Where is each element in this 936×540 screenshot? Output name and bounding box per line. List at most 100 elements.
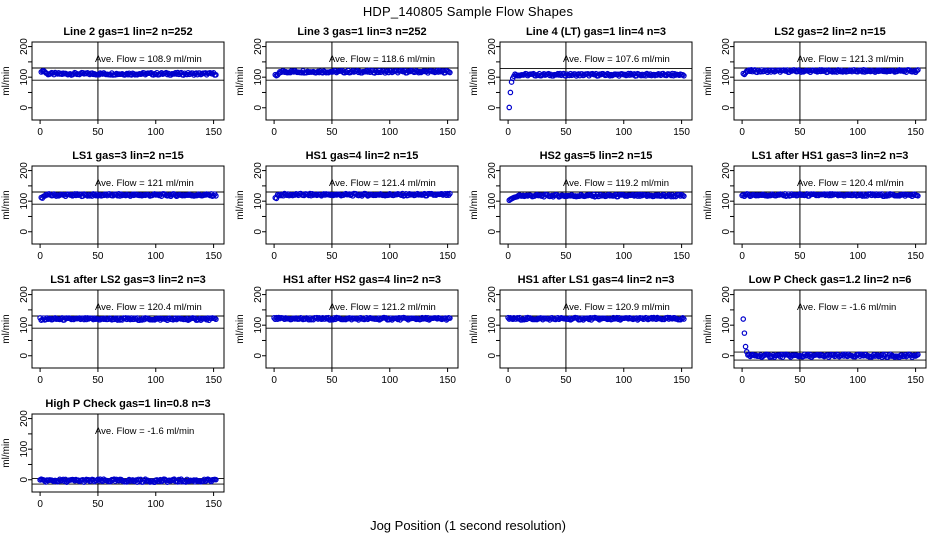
ave-flow-annotation: Ave. Flow = 108.9 ml/min [95,54,202,65]
y-tick-label: 0 [721,229,732,235]
ave-flow-annotation: Ave. Flow = 119.2 ml/min [563,178,669,189]
ave-flow-annotation: Ave. Flow = 120.4 ml/min [95,302,202,313]
subplot-6: HS1 gas=4 lin=2 n=15 0 50 100 150 0 100 200 ml/m… [235,150,459,262]
plot-box [31,413,225,493]
plot-box [733,41,927,121]
plot-box [499,289,693,369]
x-tick-label: 0 [271,127,277,138]
x-tick-label: 0 [37,127,43,138]
y-tick-label: 100 [487,192,498,209]
data-points [272,67,453,79]
plot-box [31,165,225,245]
x-tick-label: 50 [326,251,338,262]
x-tick-label: 50 [794,375,806,386]
x-tick-label: 150 [439,127,456,138]
ave-flow-annotation: Ave. Flow = 107.6 ml/min [563,54,670,65]
y-tick-label: 200 [487,162,498,179]
data-points [505,314,687,323]
y-tick-label: 200 [19,162,30,179]
subplot-title: HS2 gas=5 lin=2 n=15 [540,150,653,162]
x-tick-label: 150 [907,251,924,262]
y-tick-label: 200 [721,38,732,55]
data-points [37,476,219,486]
ave-flow-annotation: Ave. Flow = 121 ml/min [95,178,194,189]
x-tick-label: 150 [673,375,690,386]
subplot-title: LS1 gas=3 lin=2 n=15 [72,150,184,162]
y-tick-label: 0 [253,353,264,359]
x-axis-title: Jog Position (1 second resolution) [370,518,566,533]
subplot-8: LS1 after HS1 gas=3 lin=2 n=3 0 50 100 150 0 1… [703,150,927,262]
ave-flow-annotation: Ave. Flow = 121.3 ml/min [797,54,904,65]
x-tick-label: 0 [37,375,43,386]
x-tick-label: 100 [849,251,866,262]
y-axis-label: ml/min [1,314,12,343]
y-tick-label: 0 [721,105,732,111]
y-axis-label: ml/min [469,190,480,219]
y-tick-label: 200 [19,38,30,55]
x-tick-label: 0 [739,251,745,262]
y-tick-label: 200 [253,286,264,303]
plot-box [31,41,225,121]
x-tick-label: 50 [560,127,572,138]
subplot-7: HS2 gas=5 lin=2 n=15 0 50 100 150 0 100 200 ml/m… [469,150,693,262]
ave-flow-annotation: Ave. Flow = 120.9 ml/min [563,302,670,313]
plot-box [31,289,225,369]
data-points [740,316,921,361]
subplot-title: LS1 after HS1 gas=3 lin=2 n=3 [752,150,909,162]
subplot-2: Line 3 gas=1 lin=3 n=252 0 50 100 150 0 100 200… [235,26,459,138]
subplot-9: LS1 after LS2 gas=3 lin=2 n=3 0 50 100 150 0 1… [1,274,225,386]
data-points [271,314,453,323]
y-tick-label: 100 [253,192,264,209]
plot-box [265,165,459,245]
y-tick-label: 0 [19,229,30,235]
subplot-12: Low P Check gas=1.2 lin=2 n=6 0 50 100 150 0 1… [703,274,927,386]
subplot-title: Low P Check gas=1.2 lin=2 n=6 [749,274,912,286]
x-tick-label: 50 [560,375,572,386]
x-tick-label: 0 [37,499,43,510]
y-axis-label: ml/min [703,190,714,219]
subplot-title: HS1 after HS2 gas=4 lin=2 n=3 [283,274,441,286]
x-tick-label: 100 [147,499,164,510]
x-tick-label: 50 [794,127,806,138]
x-tick-label: 50 [326,375,338,386]
y-tick-label: 0 [253,229,264,235]
y-axis-label: ml/min [1,190,12,219]
y-axis-label: ml/min [1,66,12,95]
y-tick-label: 0 [19,353,30,359]
subplot-title: Line 3 gas=1 lin=3 n=252 [297,26,426,38]
subplot-5: LS1 gas=3 lin=2 n=15 0 50 100 150 0 100 200 ml/m… [1,150,225,262]
x-tick-label: 0 [37,251,43,262]
ave-flow-annotation: Ave. Flow = 121.2 ml/min [329,302,436,313]
subplot-title: HS1 after LS1 gas=4 lin=2 n=3 [518,274,675,286]
y-tick-label: 100 [253,316,264,333]
y-tick-label: 0 [19,105,30,111]
subplot-title: HS1 gas=4 lin=2 n=15 [306,150,419,162]
x-tick-label: 50 [92,127,104,138]
x-tick-label: 50 [326,127,338,138]
x-tick-label: 150 [205,375,222,386]
ave-flow-annotation: Ave. Flow = 121.4 ml/min [329,178,436,189]
y-tick-label: 100 [19,192,30,209]
x-tick-label: 50 [92,499,104,510]
y-tick-label: 100 [721,68,732,85]
y-tick-label: 200 [19,286,30,303]
x-tick-label: 100 [381,127,398,138]
x-tick-label: 150 [907,375,924,386]
data-points [38,67,219,78]
y-tick-label: 0 [19,477,30,483]
y-tick-label: 100 [487,68,498,85]
ave-flow-annotation: Ave. Flow = 118.6 ml/min [329,54,435,65]
x-tick-label: 150 [439,251,456,262]
x-tick-label: 0 [505,375,511,386]
plot-box [499,165,693,245]
y-tick-label: 100 [721,316,732,333]
y-tick-label: 0 [487,229,498,235]
y-tick-label: 200 [19,410,30,427]
x-tick-label: 0 [271,375,277,386]
y-tick-label: 200 [253,162,264,179]
y-tick-label: 200 [721,162,732,179]
data-points [506,191,687,204]
ave-flow-annotation: Ave. Flow = -1.6 ml/min [95,426,194,437]
